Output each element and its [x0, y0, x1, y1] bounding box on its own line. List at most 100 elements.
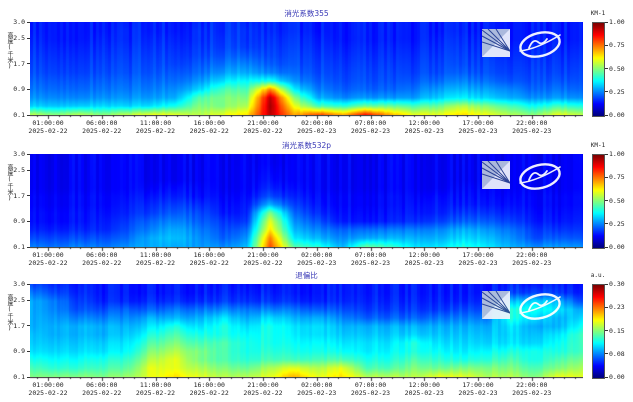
y-tick-label: 2.5 [13, 34, 25, 43]
y-tick-mark [27, 153, 30, 155]
y-tick-mark [27, 325, 30, 327]
colorbar-tick-mark [605, 114, 608, 116]
panel-title: 消光系数532p [281, 141, 332, 150]
y-tick-mark [27, 220, 30, 222]
colorbar-tick-mark [605, 246, 608, 248]
y-axis-label: 高度(千米) [6, 32, 13, 70]
colorbar-tick-label: 0.50 [609, 64, 625, 73]
x-tick-label: 06:00:00 2025-02-22 [82, 119, 122, 135]
x-tick-label: 06:00:00 2025-02-22 [82, 251, 122, 267]
y-tick-label: 0.9 [13, 85, 25, 94]
x-tick-label: 16:00:00 2025-02-22 [189, 119, 229, 135]
y-tick-labels: 3.0 2.5 1.7 0.9 0.1 [0, 6, 30, 137]
y-tick-label: 1.7 [13, 59, 25, 68]
x-tick-label: 11:00:00 2025-02-22 [135, 119, 176, 135]
ellipse-swoosh-logo-icon [519, 31, 561, 58]
colorbar-tick-label: 0.50 [609, 196, 625, 205]
colorbar-tick-label: 0.08 [609, 349, 625, 358]
y-tick-label: 1.7 [13, 321, 25, 330]
y-tick-labels: 3.0 2.5 1.7 0.9 0.1 [0, 138, 30, 269]
x-axis-ticks [30, 115, 583, 120]
x-tick-labels: 01:00:00 2025-02-22 06:00:00 2025-02-22 11:0… [28, 251, 583, 269]
colorbar-tick-mark [605, 153, 608, 155]
x-axis-ticks [30, 247, 583, 252]
x-tick-label: 21:00:00 2025-02-22 [243, 251, 283, 267]
y-tick-label: 0.1 [13, 373, 25, 381]
y-tick-mark [27, 114, 30, 116]
x-tick-label: 22:00:00 2025-02-23 [512, 381, 552, 397]
y-tick-mark [27, 246, 30, 248]
colorbar-unit-label: KM-1 [590, 10, 606, 17]
y-tick-label: 0.9 [13, 217, 25, 226]
y-tick-label: 3.0 [13, 280, 25, 288]
colorbar-tick-label: 0.00 [609, 243, 625, 251]
colorbar-tick-mark [605, 44, 608, 46]
colorbar-tick-label: 0.00 [609, 111, 625, 119]
x-tick-label: 01:00:00 2025-02-22 [28, 119, 68, 135]
heatmap-plot [30, 22, 583, 115]
y-tick-mark [27, 350, 30, 352]
x-tick-label: 07:00:00 2025-02-23 [350, 381, 391, 397]
x-tick-label: 12:00:00 2025-02-23 [404, 381, 444, 397]
colorbar-tick-label: 0.30 [609, 280, 625, 288]
colorbar-tick-labels: 1.00 0.75 0.50 0.25 0.00 [0, 6, 633, 137]
y-tick-label: 3.0 [13, 150, 25, 158]
colorbar-tick-label: 1.00 [609, 18, 625, 26]
y-axis-label: 高度(千米) [6, 164, 13, 202]
y-tick-label: 2.5 [13, 296, 25, 305]
laser-fan-logo-icon [482, 29, 510, 57]
colorbar-tick-mark [605, 21, 608, 23]
x-tick-label: 12:00:00 2025-02-23 [404, 119, 444, 135]
colorbar-tick-mark [605, 353, 608, 355]
x-tick-label: 06:00:00 2025-02-22 [82, 381, 122, 397]
colorbar-tick-mark [605, 306, 608, 308]
x-tick-labels: 01:00:00 2025-02-22 06:00:00 2025-02-22 11:0… [28, 381, 583, 399]
x-tick-label: 02:00:00 2025-02-23 [297, 251, 337, 267]
y-tick-label: 2.5 [13, 166, 25, 175]
colorbar-tick-mark [605, 223, 608, 225]
colorbar [592, 22, 605, 117]
colorbar-unit-label: a.u. [590, 272, 606, 279]
x-tick-label: 12:00:00 2025-02-23 [404, 251, 444, 267]
y-tick-labels: 3.0 2.5 1.7 0.9 0.1 [0, 268, 30, 399]
colorbar [592, 284, 605, 379]
laser-fan-logo-icon [482, 291, 510, 319]
colorbar-tick-mark [605, 176, 608, 178]
panel-title: 退偏比 [295, 271, 318, 280]
x-tick-label: 07:00:00 2025-02-23 [350, 251, 391, 267]
x-tick-label: 01:00:00 2025-02-22 [28, 251, 68, 267]
colorbar-tick-labels: 1.00 0.75 0.50 0.25 0.00 [0, 138, 633, 269]
x-tick-labels: 01:00:00 2025-02-22 06:00:00 2025-02-22 11:0… [28, 119, 583, 137]
colorbar-tick-label: 0.75 [609, 173, 625, 182]
heatmap-plot [30, 284, 583, 377]
colorbar-tick-mark [605, 283, 608, 285]
x-tick-label: 07:00:00 2025-02-23 [350, 119, 391, 135]
colorbar-tick-mark [605, 91, 608, 93]
panel-title: 消光系数355 [284, 9, 329, 18]
colorbar-tick-mark [605, 330, 608, 331]
y-tick-label: 1.7 [13, 191, 25, 200]
y-axis-label: 高度(千米) [6, 294, 13, 332]
y-tick-mark [27, 21, 30, 23]
colorbar-tick-label: 0.75 [609, 41, 625, 50]
x-tick-label: 16:00:00 2025-02-22 [189, 251, 229, 267]
x-tick-label: 02:00:00 2025-02-23 [297, 381, 337, 397]
y-tick-mark [27, 283, 30, 285]
y-tick-mark [27, 88, 30, 90]
colorbar-tick-labels: 0.30 0.23 0.15 0.08 0.00 [0, 268, 633, 399]
colorbar-tick-mark [605, 200, 608, 201]
ellipse-swoosh-logo-icon [519, 163, 561, 190]
heatmap-plot [30, 154, 583, 247]
colorbar-tick-mark [605, 376, 608, 378]
colorbar-unit-label: KM-1 [590, 142, 606, 149]
y-tick-mark [27, 195, 30, 197]
y-tick-mark [27, 37, 30, 39]
x-tick-label: 17:00:00 2025-02-23 [458, 119, 498, 135]
colorbar-tick-label: 0.25 [609, 87, 625, 96]
y-tick-mark [27, 169, 30, 171]
y-tick-mark [27, 63, 30, 65]
y-tick-label: 0.1 [13, 243, 25, 251]
x-tick-label: 22:00:00 2025-02-23 [512, 119, 552, 135]
y-tick-label: 3.0 [13, 18, 25, 26]
